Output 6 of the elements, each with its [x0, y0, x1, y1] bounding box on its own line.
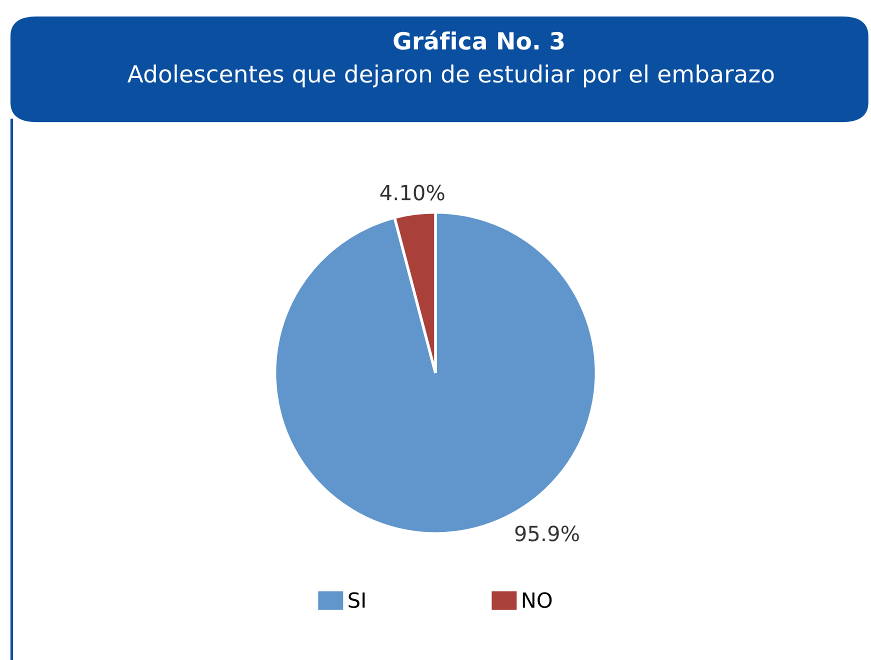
data-label: 4.10% [380, 184, 444, 200]
legend-label: SI [348, 592, 365, 608]
chart-subtitle: Adolescentes que dejaron de estudiar por el embarazo [127, 64, 774, 88]
chart-title: Gráfica No. 3 [394, 30, 564, 50]
legend-label: NO [522, 592, 552, 608]
data-label: 95.9% [515, 526, 579, 542]
